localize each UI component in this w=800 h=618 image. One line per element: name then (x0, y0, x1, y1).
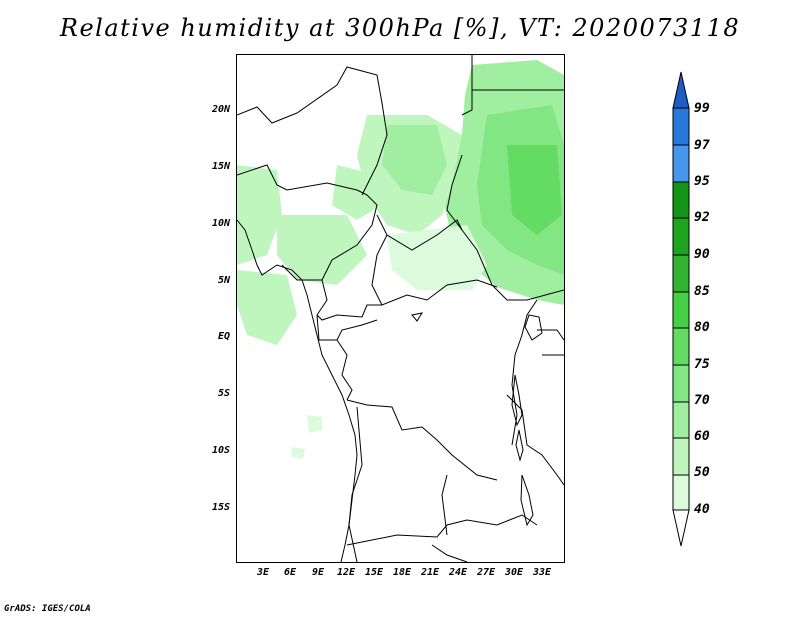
grads-credit: GrADS: IGES/COLA (4, 604, 91, 614)
colorbar-segment-60-70 (672, 401, 690, 439)
lat-label-5n: 5N (217, 275, 230, 286)
lon-label-33e: 33E (533, 567, 552, 578)
colorbar-label-85: 85 (694, 284, 710, 299)
colorbar-label-60: 60 (694, 429, 710, 444)
colorbar-segment-75-80 (672, 327, 690, 366)
colorbar-label-80: 80 (694, 320, 710, 335)
lon-label-3e: 3E (257, 567, 270, 578)
colorbar-segment-90-92 (672, 217, 690, 256)
lon-label-9e: 9E (312, 567, 325, 578)
chart-title: Relative humidity at 300hPa [%], VT: 202… (59, 14, 741, 42)
colorbar-bottom-arrow (672, 509, 690, 547)
colorbar-label-99: 99 (694, 101, 710, 116)
lon-label-15e: 15E (365, 567, 384, 578)
lat-label-5s: 5S (217, 388, 230, 399)
colorbar-label-92: 92 (694, 210, 710, 225)
lat-label-10n: 10N (211, 218, 230, 229)
colorbar-label-95: 95 (694, 174, 710, 189)
lon-label-27e: 27E (477, 567, 496, 578)
lon-label-6e: 6E (284, 567, 297, 578)
colorbar-label-50: 50 (694, 465, 710, 480)
colorbar-segment-95-97 (672, 144, 690, 183)
colorbar-label-75: 75 (694, 357, 710, 372)
colorbar-segment-92-95 (672, 181, 690, 219)
coastline (237, 219, 358, 562)
colorbar-label-70: 70 (694, 393, 710, 408)
lon-label-24e: 24E (449, 567, 468, 578)
lat-label-10s: 10S (211, 445, 230, 456)
colorbar-segment-85-90 (672, 254, 690, 293)
lat-label-eq: EQ (217, 331, 230, 342)
colorbar-top-arrow (672, 71, 690, 109)
lakes (411, 312, 543, 527)
colorbar-segment-40-50 (672, 474, 690, 511)
colorbar-segment-97-99 (672, 107, 690, 146)
lat-label-15s: 15S (211, 502, 230, 513)
map-canvas (237, 55, 564, 562)
humidity-shading (237, 60, 564, 459)
country-borders (237, 55, 564, 562)
colorbar-segment-70-75 (672, 364, 690, 403)
colorbar (672, 71, 690, 547)
lon-label-18e: 18E (393, 567, 412, 578)
colorbar-label-40: 40 (694, 502, 710, 517)
map-panel (236, 54, 565, 563)
colorbar-label-90: 90 (694, 247, 710, 262)
colorbar-segment-80-85 (672, 291, 690, 329)
lon-label-12e: 12E (337, 567, 356, 578)
colorbar-segment-50-60 (672, 437, 690, 476)
lat-label-20n: 20N (211, 104, 230, 115)
lon-label-21e: 21E (421, 567, 440, 578)
colorbar-label-97: 97 (694, 138, 710, 153)
lat-label-15n: 15N (211, 161, 230, 172)
lon-label-30e: 30E (505, 567, 524, 578)
